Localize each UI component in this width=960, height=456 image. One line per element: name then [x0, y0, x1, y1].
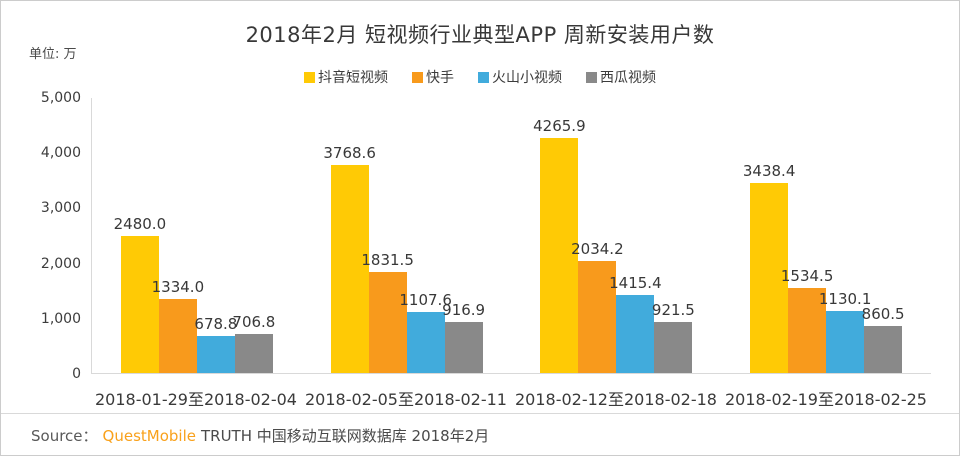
bar-快手: 1534.5	[781, 267, 833, 373]
bar-group: 3768.6 1831.5 1107.6 916.9	[323, 98, 485, 373]
bar-value-label: 3438.4	[742, 162, 796, 181]
bar-value-label: 2480.0	[113, 215, 167, 234]
bar-西瓜视频: 706.8	[232, 313, 275, 373]
bar-快手: 1334.0	[152, 278, 204, 373]
y-tick-label: 0	[72, 366, 81, 382]
bar-value-label: 1107.6	[399, 290, 452, 309]
bar-value-label: 3768.6	[323, 144, 376, 162]
bar-火山小视频: 1107.6	[399, 291, 452, 373]
bar-value-label: 860.5	[861, 304, 905, 323]
x-tick-label: 2018-01-29至2018-02-04	[95, 390, 297, 409]
bar-火山小视频: 1415.4	[609, 274, 662, 373]
legend-label: 快手	[426, 70, 454, 86]
bar-value-label: 678.8	[194, 314, 238, 333]
bar-value-label: 4265.9	[533, 116, 586, 135]
bar-group: 4265.9 2034.2 1415.4 921.5	[533, 98, 695, 373]
x-tick-label: 2018-02-12至2018-02-18	[515, 390, 717, 409]
source-line: Source： QuestMobile TRUTH 中国移动互联网数据库 2018年…	[31, 425, 489, 446]
source-brand: QuestMobile	[102, 427, 196, 445]
legend-item: 西瓜视频	[586, 67, 656, 87]
bar-快手: 1831.5	[361, 251, 414, 373]
bar-value-label: 1334.0	[151, 278, 205, 297]
bar-快手: 2034.2	[571, 240, 624, 373]
legend-item: 火山小视频	[478, 67, 562, 87]
bar-value-label: 921.5	[651, 301, 695, 320]
bar-value-label: 2034.2	[571, 239, 624, 258]
legend-item: 快手	[412, 67, 454, 87]
bar-西瓜视频: 860.5	[862, 305, 905, 373]
bar-value-label: 916.9	[442, 301, 486, 320]
source-text: TRUTH 中国移动互联网数据库 2018年2月	[200, 427, 490, 445]
x-tick-label: 2018-02-19至2018-02-25	[725, 390, 927, 409]
bar-火山小视频: 1130.1	[819, 290, 871, 373]
bar-value-label: 1130.1	[818, 289, 872, 308]
legend-label: 抖音短视频	[318, 70, 388, 86]
legend-label: 西瓜视频	[600, 70, 656, 86]
plot-area: 2480.0 1334.0 678.8 706.8 3768.6 1831.5 1107.6…	[91, 98, 931, 374]
bar-火山小视频: 678.8	[194, 315, 237, 373]
y-axis-labels: 5,000 4,000 3,000 2,000 1,000 0	[1, 90, 81, 382]
bar-西瓜视频: 916.9	[442, 301, 485, 373]
unit-label: 单位: 万	[29, 47, 77, 62]
legend-swatch-icon	[586, 71, 597, 83]
x-tick-label: 2018-02-05至2018-02-11	[305, 390, 507, 409]
legend-swatch-icon	[478, 71, 489, 83]
y-tick-label: 1,000	[40, 310, 81, 327]
footer-divider	[1, 413, 959, 414]
legend-swatch-icon	[412, 71, 423, 83]
chart-title: 2018年2月 短视频行业典型APP 周新安装用户数	[245, 23, 715, 47]
bar-抖音短视频: 3768.6	[323, 144, 376, 373]
bar-西瓜视频: 921.5	[652, 301, 695, 373]
bar-抖音短视频: 3438.4	[743, 162, 795, 373]
y-tick-label: 4,000	[40, 145, 81, 162]
legend: 抖音短视频 快手 火山小视频 西瓜视频	[1, 67, 959, 87]
y-tick-label: 5,000	[40, 90, 81, 106]
legend-swatch-icon	[304, 71, 315, 83]
source-label: Source：	[31, 427, 98, 445]
bar-抖音短视频: 2480.0	[114, 215, 166, 373]
legend-label: 火山小视频	[492, 70, 562, 86]
bar-抖音短视频: 4265.9	[533, 117, 586, 373]
y-tick-label: 3,000	[40, 200, 81, 217]
bar-group: 3438.4 1534.5 1130.1 860.5	[743, 98, 905, 373]
legend-item: 抖音短视频	[304, 67, 388, 87]
x-axis-labels: 2018-01-29至2018-02-04 2018-02-05至2018-02-…	[91, 386, 931, 410]
bar-value-label: 1415.4	[609, 273, 662, 292]
bar-value-label: 706.8	[232, 313, 276, 331]
y-tick-label: 2,000	[40, 255, 81, 272]
bar-value-label: 1831.5	[361, 250, 414, 269]
bar-value-label: 1534.5	[780, 267, 834, 286]
bar-group: 2480.0 1334.0 678.8 706.8	[114, 98, 275, 373]
